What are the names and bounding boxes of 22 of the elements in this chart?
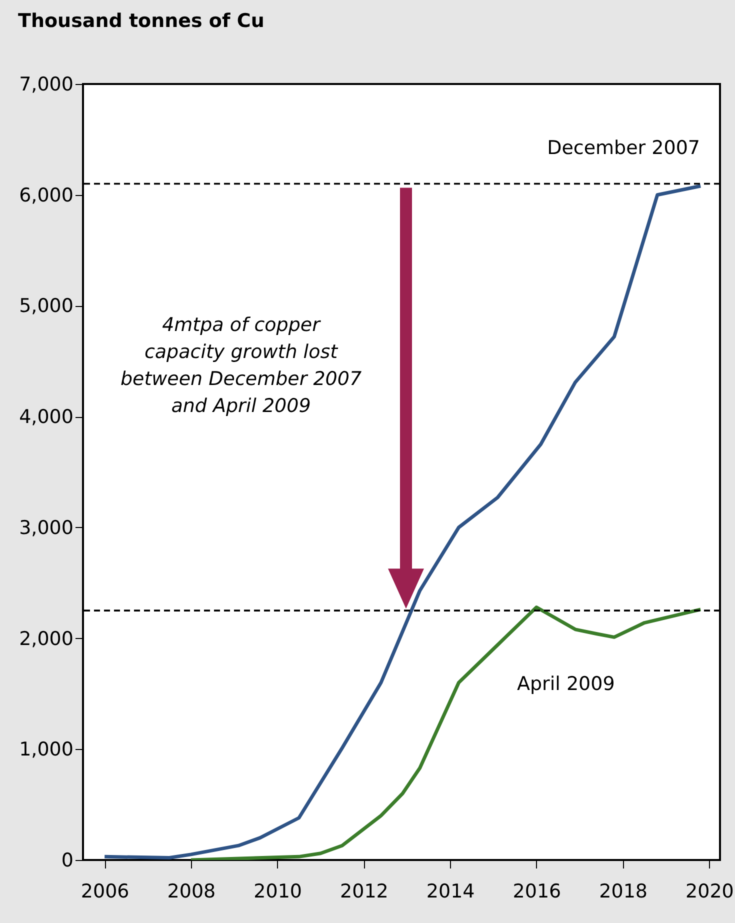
x-tick-label: 2014 bbox=[426, 880, 475, 902]
x-tick-label: 2010 bbox=[254, 880, 302, 902]
x-tick-label: 2008 bbox=[167, 880, 216, 902]
y-axis-title: Thousand tonnes of Cu bbox=[18, 10, 264, 32]
y-tick-label: 6,000 bbox=[19, 184, 74, 206]
y-tick-label: 3,000 bbox=[19, 516, 74, 539]
y-tick-label: 2,000 bbox=[19, 628, 74, 650]
x-tick-label: 2012 bbox=[340, 880, 388, 902]
x-tick-label: 2018 bbox=[599, 880, 648, 902]
y-tick-label: 1,000 bbox=[19, 738, 74, 761]
x-tick-label: 2020 bbox=[686, 880, 734, 902]
y-tick-label: 5,000 bbox=[19, 295, 74, 318]
line-series bbox=[102, 184, 702, 860]
y-tick-label: 0 bbox=[61, 850, 74, 872]
annotation: 4mtpa of copper capacity growth lost between December 2007 and April 2009 bbox=[120, 314, 362, 417]
x-tick-label: 2016 bbox=[512, 880, 562, 902]
ref-line-label: December 2007 bbox=[547, 136, 700, 159]
y-tick-label: 7,000 bbox=[19, 74, 74, 96]
annotation: April 2009 bbox=[517, 673, 615, 695]
line-series bbox=[189, 605, 702, 860]
y-tick-label: 4,000 bbox=[19, 406, 74, 428]
x-tick-label: 2006 bbox=[80, 880, 130, 902]
